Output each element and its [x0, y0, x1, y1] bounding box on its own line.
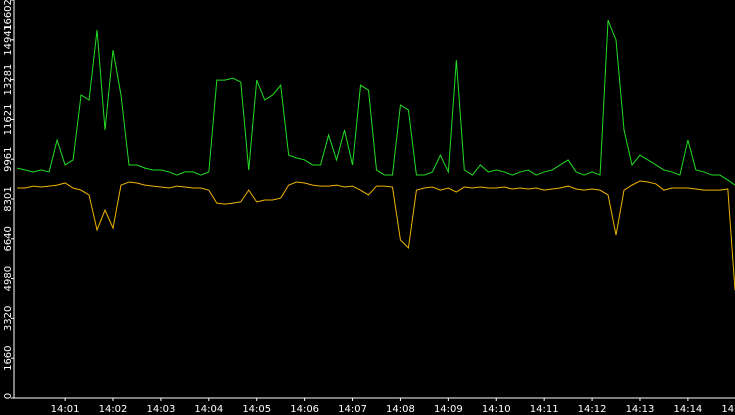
x-tick-label: 14:02 [99, 404, 128, 415]
y-tick-label: 4980 [3, 266, 14, 291]
x-tick-label: 14:12 [578, 404, 607, 415]
y-tick-label: 11621 [3, 104, 14, 136]
x-tick-label: 14:09 [434, 404, 463, 415]
x-tick-label: 14:01 [51, 404, 80, 415]
x-tick-label: 14:03 [147, 404, 176, 415]
line-series [17, 20, 735, 186]
line-series [17, 180, 735, 291]
y-tick-label: 16602 [3, 0, 14, 31]
x-tick-label: 14:13 [626, 404, 655, 415]
x-tick-label: 14:05 [242, 404, 271, 415]
y-tick-label: 3320 [3, 306, 14, 331]
x-tick-label: 14:06 [290, 404, 319, 415]
x-tick-label: 14:14 [673, 404, 702, 415]
y-tick-label: 9961 [3, 146, 14, 171]
x-tick-label: 14:04 [194, 404, 223, 415]
y-tick-label: 14941 [3, 24, 14, 56]
x-tick-label: 14:11 [530, 404, 559, 415]
y-tick-label: 13281 [3, 64, 14, 96]
y-tick-label: 6640 [3, 226, 14, 251]
y-tick-label: 1660 [3, 345, 14, 370]
x-tick-label: 14:10 [482, 404, 511, 415]
y-tick-label: 0 [3, 393, 14, 399]
x-tick-label: 14:07 [338, 404, 367, 415]
x-tick-label: 14:08 [386, 404, 415, 415]
x-tick-label: 14:15 [721, 404, 735, 415]
y-tick-label: 8301 [3, 186, 14, 211]
